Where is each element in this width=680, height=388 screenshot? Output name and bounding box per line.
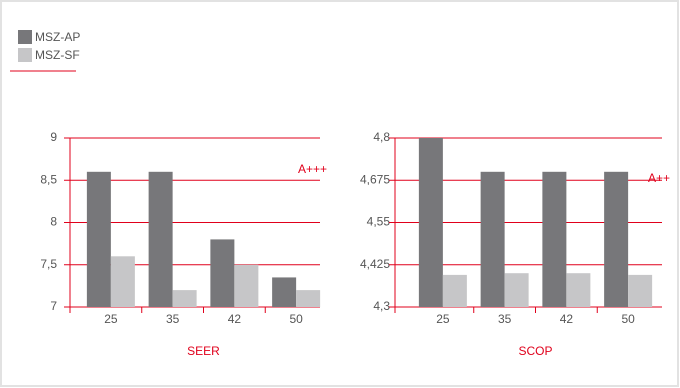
legend-swatch — [18, 48, 32, 62]
y-tick-label: 8 — [50, 215, 57, 229]
bar — [442, 274, 467, 307]
annotation: A+++ — [298, 162, 327, 176]
x-axis-label: SCOP — [518, 344, 552, 358]
y-tick-label: 9 — [50, 130, 57, 144]
bar — [234, 264, 259, 307]
y-tick-label: 8,5 — [40, 172, 57, 186]
x-tick-label: 35 — [498, 312, 512, 326]
x-tick-label: 50 — [621, 312, 635, 326]
x-tick-label: 50 — [289, 312, 303, 326]
annotation: A++ — [648, 171, 670, 185]
y-tick-label: 4,8 — [373, 130, 390, 144]
x-tick-label: 42 — [228, 312, 242, 326]
bar — [604, 171, 629, 307]
y-tick-label: 7 — [50, 299, 57, 313]
x-tick-label: 25 — [104, 312, 118, 326]
y-tick-label: 4,425 — [360, 257, 390, 271]
x-tick-label: 25 — [436, 312, 450, 326]
x-axis-label: SEER — [187, 344, 220, 358]
y-tick-label: 4,55 — [367, 215, 391, 229]
bar — [272, 277, 297, 307]
bar — [628, 274, 653, 307]
legend-label: MSZ-SF — [35, 48, 80, 62]
legend-swatch — [18, 30, 32, 44]
bar — [210, 239, 235, 307]
bar — [480, 171, 505, 307]
x-tick-label: 42 — [560, 312, 574, 326]
bar — [296, 290, 321, 307]
y-tick-label: 4,3 — [373, 299, 390, 313]
bar — [110, 256, 135, 307]
legend-label: MSZ-AP — [35, 30, 80, 44]
x-tick-label: 35 — [166, 312, 180, 326]
bar — [566, 273, 591, 307]
bar — [418, 138, 443, 307]
bar — [148, 171, 173, 307]
y-tick-label: 4,675 — [360, 172, 390, 186]
bar — [86, 171, 111, 307]
bar — [504, 273, 529, 307]
y-tick-label: 7,5 — [40, 257, 57, 271]
bar — [172, 290, 197, 307]
bar — [542, 171, 567, 307]
